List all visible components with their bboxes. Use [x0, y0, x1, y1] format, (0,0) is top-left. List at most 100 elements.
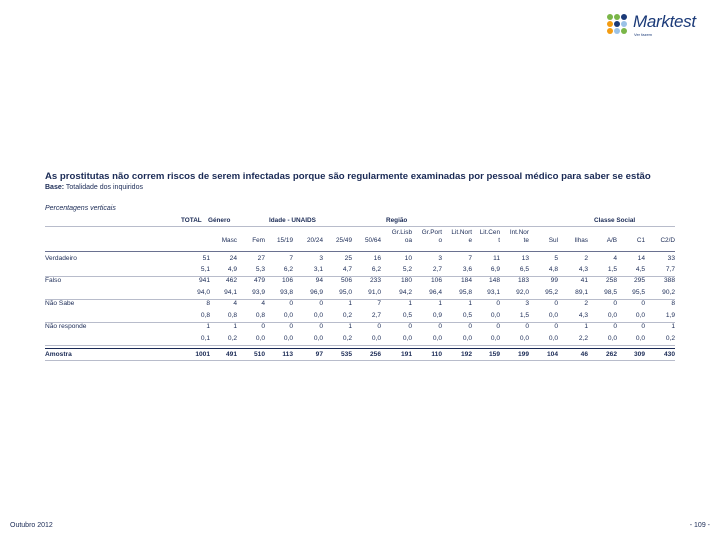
table-cell: 95,5 [632, 289, 645, 296]
table-cell: 6,9 [490, 266, 500, 273]
table-cell: 0 [289, 323, 293, 330]
table-cell: 11 [493, 255, 500, 262]
table-cell: 0,0 [607, 312, 617, 319]
table-cell: 0,0 [432, 335, 442, 342]
table-cell: 95,0 [339, 289, 352, 296]
table-cell: 2,7 [371, 312, 381, 319]
column-header: Ilhas [574, 237, 589, 244]
table-cell: 104 [546, 351, 558, 358]
column-header: 25/49 [336, 237, 352, 244]
table-cell: 1 [438, 300, 442, 307]
table-cell: 199 [517, 351, 529, 358]
table-cell: 0 [319, 300, 323, 307]
table-cell: 106 [281, 277, 293, 284]
table-cell: 96,9 [310, 289, 323, 296]
column-header: C2/D [660, 237, 675, 244]
table-cell: 159 [488, 351, 500, 358]
row-divider [45, 299, 675, 300]
base-note: Base: Totalidade dos inquiridos [45, 184, 143, 191]
column-header: Int.Nor te [509, 229, 529, 244]
group-header: Região [386, 217, 408, 224]
table-cell: 2,7 [432, 266, 442, 273]
table-cell: 5,1 [200, 266, 210, 273]
table-cell: 93,8 [280, 289, 293, 296]
table-cell: 0,0 [548, 335, 558, 342]
column-header: Gr.Port o [421, 229, 442, 244]
table-cell: 479 [253, 277, 265, 284]
table-cell: 0,0 [519, 335, 529, 342]
table-cell: 41 [580, 277, 588, 284]
table-cell: 5,3 [255, 266, 265, 273]
table-cell: 0,0 [462, 335, 472, 342]
footer-page-number: - 109 - [689, 522, 710, 529]
column-header: 50/64 [365, 237, 381, 244]
table-cell: 1,9 [665, 312, 675, 319]
table-cell: 183 [517, 277, 529, 284]
column-header: Lit.Cen t [479, 229, 500, 244]
table-cell: 1 [348, 300, 352, 307]
header-divider [45, 226, 675, 227]
table-cell: 491 [225, 351, 237, 358]
table-cell: 7,7 [665, 266, 675, 273]
table-cell: 0,9 [432, 312, 442, 319]
page-title: As prostitutas não correm riscos de sere… [45, 171, 651, 182]
table-cell: 7 [468, 255, 472, 262]
table-cell: 191 [400, 351, 412, 358]
table-cell: 51 [202, 255, 210, 262]
table-cell: 0,8 [255, 312, 265, 319]
table-cell: 99 [550, 277, 558, 284]
table-cell: 0,0 [490, 335, 500, 342]
table-cell: 1 [671, 323, 675, 330]
table-cell: 3 [525, 300, 529, 307]
table-cell: 95,8 [459, 289, 472, 296]
table-cell: 0 [554, 300, 558, 307]
table-cell: 262 [605, 351, 617, 358]
table-cell: 0,5 [402, 312, 412, 319]
table-cell: 184 [460, 277, 472, 284]
table-cell: 0 [377, 323, 381, 330]
table-cell: 462 [225, 277, 237, 284]
percent-note: Percentagens verticais [45, 205, 116, 212]
table-cell: 106 [430, 277, 442, 284]
table-cell: 2,2 [578, 335, 588, 342]
table-cell: 90,2 [662, 289, 675, 296]
table-cell: 25 [344, 255, 352, 262]
table-cell: 295 [633, 277, 645, 284]
table-cell: 1 [233, 323, 237, 330]
table-cell: 4,7 [342, 266, 352, 273]
row-label: Verdadeiro [45, 255, 77, 262]
row-label: Amostra [45, 351, 72, 358]
table-cell: 0,5 [462, 312, 472, 319]
table-cell: 89,1 [575, 289, 588, 296]
table-cell: 98,5 [604, 289, 617, 296]
logo-dots-icon [607, 14, 631, 38]
table-cell: 0 [641, 323, 645, 330]
table-cell: 8 [671, 300, 675, 307]
table-cell: 4 [233, 300, 237, 307]
table-cell: 7 [377, 300, 381, 307]
footer-date: Outubro 2012 [10, 522, 53, 529]
table-cell: 91,0 [368, 289, 381, 296]
table-cell: 0 [641, 300, 645, 307]
logo-wordmark: Marktest [633, 12, 696, 31]
table-cell: 2 [584, 300, 588, 307]
table-cell: 233 [369, 277, 381, 284]
column-header: Sul [548, 237, 558, 244]
table-cell: 0 [496, 300, 500, 307]
table-cell: 113 [282, 351, 293, 358]
column-header: Lit.Nort e [451, 229, 472, 244]
table-cell: 148 [488, 277, 500, 284]
table-cell: 0,2 [227, 335, 237, 342]
table-cell: 4,3 [578, 266, 588, 273]
column-header: A/B [606, 237, 617, 244]
table-cell: 506 [340, 277, 352, 284]
column-header: Gr.Lisb oa [391, 229, 412, 244]
table-cell: 0 [613, 300, 617, 307]
table-cell: 0,2 [342, 335, 352, 342]
table-cell: 2 [584, 255, 588, 262]
table-cell: 4,5 [635, 266, 645, 273]
row-label: Não responde [45, 323, 87, 330]
table-cell: 0,0 [607, 335, 617, 342]
table-cell: 0,0 [313, 312, 323, 319]
group-header: Classe Social [594, 217, 636, 224]
